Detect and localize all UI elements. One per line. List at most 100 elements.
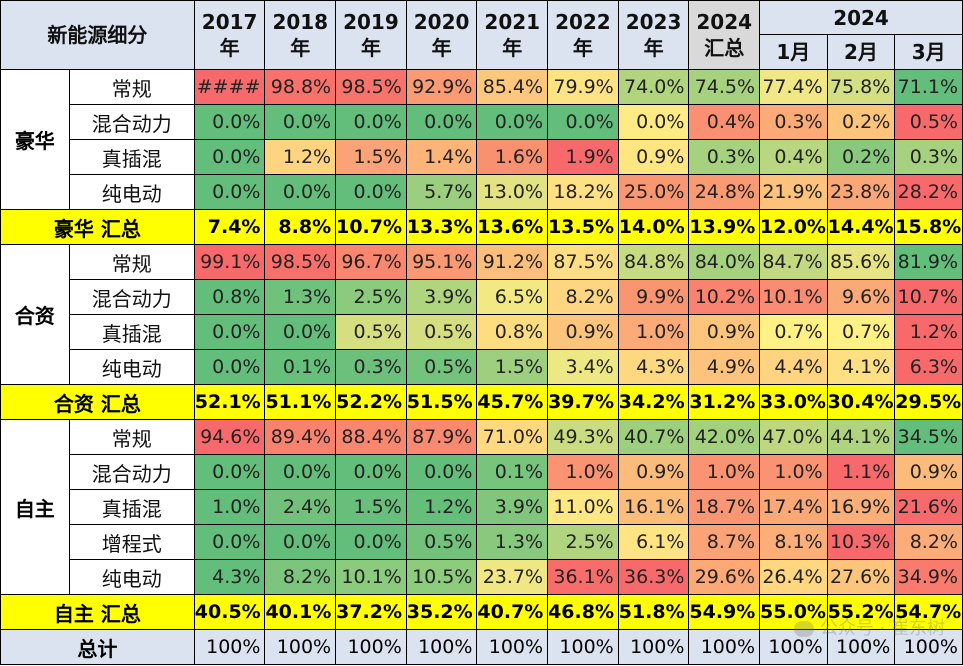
- table-cell: 0.0%: [335, 454, 407, 490]
- summary-cell: 39.7%: [547, 384, 619, 420]
- table-cell: 0.0%: [405, 104, 478, 140]
- total-cell: 100%: [826, 629, 896, 665]
- table-cell: 0.9%: [617, 454, 690, 490]
- summary-cell: 54.9%: [688, 594, 761, 630]
- table-cell: 1.5%: [476, 349, 549, 385]
- table-cell: 3.9%: [405, 279, 478, 315]
- table-cell: 34.5%: [894, 419, 963, 455]
- table-cell: 0.5%: [894, 104, 963, 140]
- table-cell: 24.8%: [688, 174, 761, 210]
- table-cell: 44.1%: [826, 419, 896, 455]
- table-cell: 98.5%: [264, 244, 337, 280]
- table-cell: 4.1%: [826, 349, 896, 385]
- table-cell: 18.7%: [688, 489, 761, 525]
- month-header: 3月: [894, 34, 963, 70]
- table-cell: 0.9%: [688, 314, 761, 350]
- row-label: 真插混: [68, 314, 195, 350]
- table-cell: 40.7%: [617, 419, 690, 455]
- summary-cell: 54.7%: [894, 594, 963, 630]
- table-cell: 21.6%: [894, 489, 963, 525]
- summary-cell: 13.9%: [688, 209, 761, 245]
- summary-label: 豪华 汇总: [0, 209, 195, 245]
- total-cell: 100%: [759, 629, 828, 665]
- table-cell: 6.1%: [617, 524, 690, 560]
- year-2024-header: 2024: [759, 0, 963, 35]
- table-cell: 16.1%: [617, 489, 690, 525]
- table-cell: 8.2%: [894, 524, 963, 560]
- row-label: 增程式: [68, 524, 195, 560]
- year-header: 2017 年: [193, 0, 266, 70]
- group-label: 自主: [0, 419, 70, 595]
- table-row: 纯电动 0.0% 0.0% 0.0% 5.7% 13.0% 18.2% 25.0% 24.8% 2…: [1, 174, 963, 210]
- table-row: 真插混 1.0% 2.4% 1.5% 1.2% 3.9% 11.0% 16.1% 18.7% 17…: [1, 489, 963, 525]
- table-row: 真插混 0.0% 1.2% 1.5% 1.4% 1.6% 1.9% 0.9% 0.3% 0.4% 0…: [1, 139, 963, 175]
- year-header: 2018 年: [264, 0, 337, 70]
- table-cell: 17.4%: [759, 489, 828, 525]
- table-cell: 0.0%: [335, 104, 407, 140]
- summary-cell: 37.2%: [335, 594, 407, 630]
- table-cell: 0.0%: [193, 139, 266, 175]
- table-cell: 36.3%: [617, 559, 690, 595]
- table-cell: 13.0%: [476, 174, 549, 210]
- row-label: 真插混: [68, 489, 195, 525]
- row-label: 纯电动: [68, 349, 195, 385]
- table-cell: 92.9%: [405, 69, 478, 105]
- table-cell: ####: [193, 69, 266, 105]
- table-cell: 0.0%: [476, 104, 549, 140]
- table-cell: 8.1%: [759, 524, 828, 560]
- table-cell: 23.7%: [476, 559, 549, 595]
- total-cell: 100%: [193, 629, 266, 665]
- table-cell: 8.2%: [264, 559, 337, 595]
- table-cell: 10.1%: [759, 279, 828, 315]
- summary-cell: 51.1%: [264, 384, 337, 420]
- table-cell: 0.0%: [335, 174, 407, 210]
- table-cell: 29.6%: [688, 559, 761, 595]
- table-cell: 8.7%: [688, 524, 761, 560]
- table-cell: 0.0%: [193, 174, 266, 210]
- row-label: 混合动力: [68, 454, 195, 490]
- table-cell: 8.2%: [547, 279, 619, 315]
- table-cell: 9.6%: [826, 279, 896, 315]
- table-cell: 1.2%: [894, 314, 963, 350]
- table-cell: 1.5%: [335, 139, 407, 175]
- table-cell: 10.1%: [335, 559, 407, 595]
- summary-cell: 12.0%: [759, 209, 828, 245]
- table-cell: 79.9%: [547, 69, 619, 105]
- table-cell: 27.6%: [826, 559, 896, 595]
- row-label: 纯电动: [68, 559, 195, 595]
- table-cell: 0.3%: [759, 104, 828, 140]
- table-cell: 3.4%: [547, 349, 619, 385]
- table-cell: 25.0%: [617, 174, 690, 210]
- year-header: 2022 年: [547, 0, 619, 70]
- table-cell: 0.9%: [617, 139, 690, 175]
- group-label: 豪华: [0, 69, 70, 210]
- row-label: 混合动力: [68, 104, 195, 140]
- table-cell: 95.1%: [405, 244, 478, 280]
- table-cell: 0.0%: [193, 349, 266, 385]
- total-row: 总计 100% 100% 100% 100% 100% 100% 100% 100% 100% 10…: [0, 629, 963, 665]
- row-label: 常规: [68, 69, 195, 105]
- table-cell: 0.4%: [688, 104, 761, 140]
- total-cell: 100%: [688, 629, 761, 665]
- table-cell: 84.7%: [759, 244, 828, 280]
- summary-cell: 15.8%: [894, 209, 963, 245]
- table-cell: 10.7%: [894, 279, 963, 315]
- table-cell: 2.4%: [264, 489, 337, 525]
- table-cell: 0.5%: [405, 349, 478, 385]
- table-cell: 0.7%: [759, 314, 828, 350]
- table-cell: 0.3%: [688, 139, 761, 175]
- table-cell: 96.7%: [335, 244, 407, 280]
- table-cell: 0.0%: [193, 524, 266, 560]
- table-cell: 0.0%: [405, 454, 478, 490]
- table-cell: 87.9%: [405, 419, 478, 455]
- table-cell: 75.8%: [826, 69, 896, 105]
- table-cell: 0.5%: [335, 314, 407, 350]
- table-cell: 5.7%: [405, 174, 478, 210]
- summary-cell: 55.0%: [759, 594, 828, 630]
- table-cell: 28.2%: [894, 174, 963, 210]
- summary-2024-header: 2024 汇总: [688, 0, 761, 70]
- category-header: 新能源细分: [0, 0, 195, 70]
- table-header: 新能源细分 2017 年 2018 年 2019 年 2020 年 2021 年…: [0, 0, 963, 70]
- month-header: 2月: [826, 34, 896, 70]
- table-cell: 4.3%: [193, 559, 266, 595]
